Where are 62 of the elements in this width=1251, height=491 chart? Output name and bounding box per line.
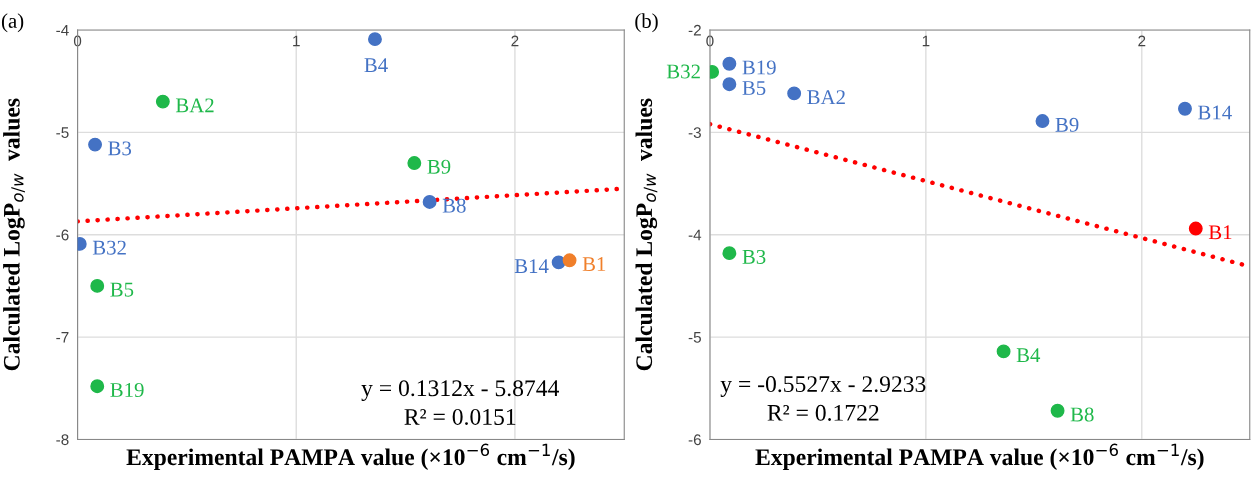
series-label: B32 xyxy=(666,64,700,79)
x-axis-title: Experimental PAMPA value (×10$^{−6}$ cm$^{−1}$/s) xyxy=(126,443,575,470)
annotation: y = -0.5527x - 2.9233 xyxy=(720,376,926,397)
point xyxy=(1188,221,1203,236)
series-label: B32 xyxy=(92,240,126,255)
point xyxy=(722,246,737,261)
point xyxy=(996,344,1011,359)
series-label: B8 xyxy=(1070,407,1094,422)
series-label: B9 xyxy=(1055,117,1079,132)
y-tick-label: -6 xyxy=(56,229,69,241)
series-label: B19 xyxy=(742,60,776,75)
y-tick-label: -5 xyxy=(56,127,69,139)
x-tick-label: 2 xyxy=(1138,35,1146,47)
point xyxy=(422,194,437,209)
annotation: R² = 0.1722 xyxy=(767,404,879,421)
x-tick-label: 1 xyxy=(293,35,300,47)
point xyxy=(368,32,382,47)
series-label: B8 xyxy=(442,198,466,213)
series-label: B14 xyxy=(1198,105,1232,120)
x-tick-label: 2 xyxy=(511,35,519,47)
y-axis-title: Calculated LogP$_{o/w}$ values xyxy=(3,98,25,371)
series-label: B3 xyxy=(108,141,132,156)
x-axis-title: Experimental PAMPA value (×10$^{−6}$ cm$^{−1}$/s) xyxy=(755,443,1204,470)
series-label: B9 xyxy=(427,159,451,174)
y-axis-title: Calculated LogP$_{o/w}$ values xyxy=(635,98,658,371)
annotation: y = 0.1312x - 5.8744 xyxy=(361,380,560,402)
point xyxy=(90,379,105,394)
y-tick-label: -3 xyxy=(688,127,701,139)
series-label: B14 xyxy=(514,259,549,273)
series-label: B5 xyxy=(110,282,134,297)
series-label: B4 xyxy=(364,58,388,73)
y-tick-label: -6 xyxy=(688,434,701,446)
point xyxy=(88,137,103,152)
point xyxy=(722,77,737,92)
series-label: B19 xyxy=(110,382,144,397)
series-label: BA2 xyxy=(807,90,845,105)
x-tick-label: 1 xyxy=(922,35,930,47)
series-label: B1 xyxy=(1208,225,1232,240)
y-tick-label: -4 xyxy=(688,229,702,241)
point xyxy=(155,94,170,109)
annotation: R² = 0.0151 xyxy=(404,408,516,425)
y-tick-label: -2 xyxy=(688,24,701,36)
series-label: B4 xyxy=(1016,348,1041,363)
point xyxy=(90,278,105,293)
point xyxy=(722,56,737,71)
point xyxy=(562,253,577,268)
point xyxy=(1050,403,1065,418)
y-tick-label: -5 xyxy=(688,332,701,343)
chart-title: (b) xyxy=(635,13,658,33)
series-label: B1 xyxy=(582,257,606,271)
x-tick-label: 0 xyxy=(706,35,714,47)
y-tick-label: -8 xyxy=(56,434,69,446)
point xyxy=(1035,114,1050,129)
point xyxy=(1178,101,1192,116)
y-tick-label: -7 xyxy=(56,332,69,343)
y-tick-label: -4 xyxy=(56,24,69,36)
point xyxy=(787,86,802,101)
chart-title: (a) xyxy=(1,13,24,33)
series-label: B3 xyxy=(742,249,766,264)
series-label: BA2 xyxy=(175,98,214,113)
series-label: B5 xyxy=(742,81,766,95)
point xyxy=(407,156,422,170)
